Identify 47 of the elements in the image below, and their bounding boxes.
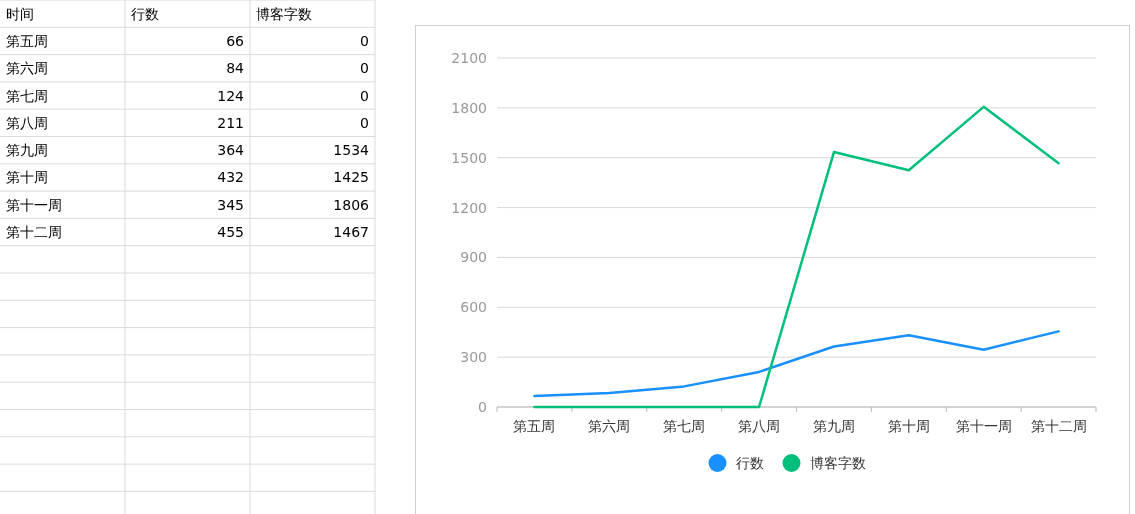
data-label: 0 <box>360 32 369 49</box>
category-label: 第八周 <box>6 114 48 131</box>
legend-label: 博客字数 <box>809 455 866 471</box>
category-label: 第六周 <box>6 60 48 77</box>
data-label: 84 <box>226 60 245 77</box>
line-series <box>533 105 1060 409</box>
y-tick-label: 1500 <box>451 149 487 166</box>
data-label: 364 <box>217 142 245 159</box>
x-tick-label: 第九周 <box>812 418 855 434</box>
category-label: 第七周 <box>6 87 48 104</box>
x-tick-label: 第十二周 <box>1030 418 1087 434</box>
y-tick-label: 0 <box>478 399 487 415</box>
data-label: 455 <box>217 224 244 241</box>
data-label: 1467 <box>333 224 369 241</box>
data-label: 66 <box>226 32 245 49</box>
text: 时间 <box>6 5 34 22</box>
legend-label: 行数 <box>735 455 764 471</box>
category-label: 第十周 <box>6 169 48 186</box>
x-tick-label: 第六周 <box>588 418 631 434</box>
category-label: 第五周 <box>6 32 48 49</box>
data-label: 0 <box>360 114 369 131</box>
category-label: 第十一周 <box>6 196 62 213</box>
y-tick-label: 2100 <box>451 50 487 66</box>
x-tick-label: 第七周 <box>663 418 706 434</box>
y-tick-label: 300 <box>460 349 487 366</box>
x-tick-label: 第八周 <box>738 418 781 434</box>
y-tick-label: 1200 <box>451 199 487 216</box>
data-label: 211 <box>217 114 244 131</box>
category-label: 第九周 <box>6 142 48 159</box>
y-tick-label: 1800 <box>451 99 487 116</box>
y-tick-label: 600 <box>460 299 487 316</box>
line-series <box>533 330 1060 398</box>
x-tick-label: 第十周 <box>887 418 930 434</box>
text: 行数 <box>131 5 159 22</box>
data-label: 0 <box>360 87 369 104</box>
data-label: 1425 <box>333 169 369 186</box>
x-tick-label: 第五周 <box>513 418 556 434</box>
y-tick-label: 900 <box>460 249 487 266</box>
text: 博客字数 <box>256 5 312 22</box>
data-label: 1806 <box>333 196 370 213</box>
category-label: 第十二周 <box>6 224 62 241</box>
data-label: 1534 <box>333 142 370 159</box>
data-label: 0 <box>360 60 369 77</box>
data-label: 432 <box>217 169 244 186</box>
x-tick-label: 第十一周 <box>955 418 1012 434</box>
data-label: 345 <box>217 196 244 213</box>
data-label: 124 <box>217 87 245 104</box>
